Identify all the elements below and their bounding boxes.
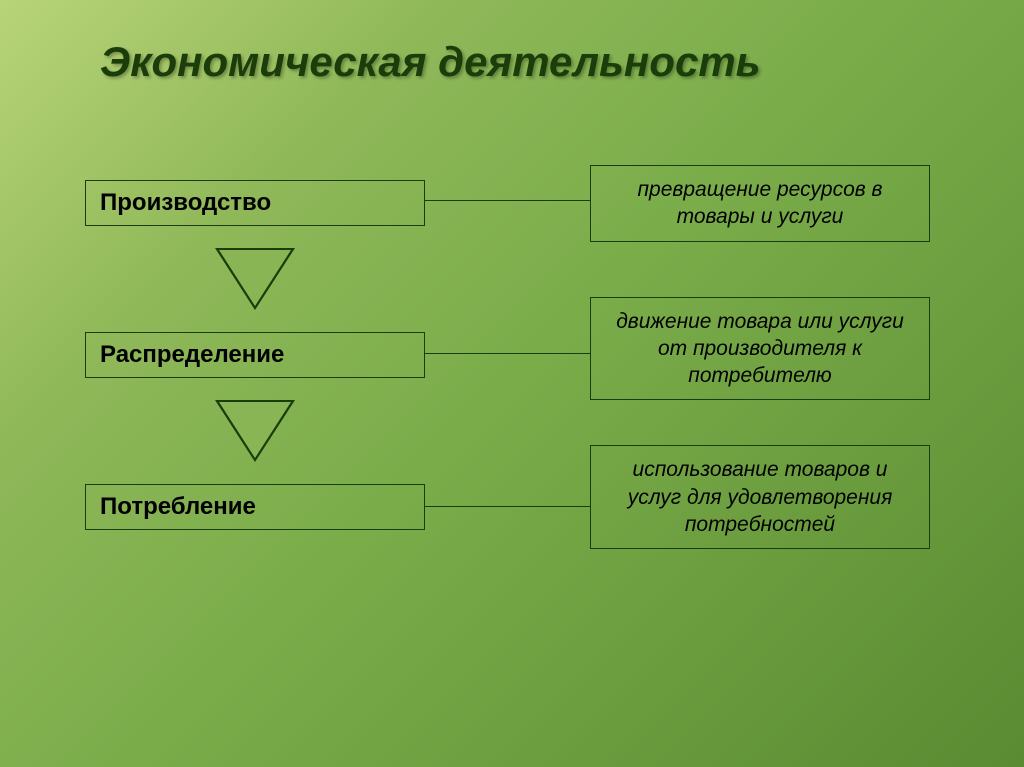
desc-box-distribution: движение товара или услуги от производит…: [590, 297, 930, 401]
slide-title: Экономическая деятельность: [100, 38, 761, 86]
connector-3-v: [590, 506, 591, 507]
connector-2-h: [425, 353, 590, 354]
desc-box-consumption: использование товаров и услуг для удовле…: [590, 445, 930, 549]
descriptions-column: превращение ресурсов в товары и услуги д…: [590, 165, 930, 549]
stage-box-consumption: Потребление: [85, 484, 425, 530]
connector-1-h: [425, 200, 590, 201]
connector-2-v: [590, 353, 591, 354]
triangle-down-icon: [215, 248, 295, 310]
arrow-down-1: [85, 226, 425, 332]
stage-box-production: Производство: [85, 180, 425, 226]
stages-column: Производство Распределение Потребление: [85, 180, 425, 530]
connector-3-h: [425, 506, 590, 507]
arrow-down-2: [85, 378, 425, 484]
desc-box-production: превращение ресурсов в товары и услуги: [590, 165, 930, 242]
connector-1-v: [590, 200, 591, 201]
stage-box-distribution: Распределение: [85, 332, 425, 378]
triangle-down-icon: [215, 400, 295, 462]
